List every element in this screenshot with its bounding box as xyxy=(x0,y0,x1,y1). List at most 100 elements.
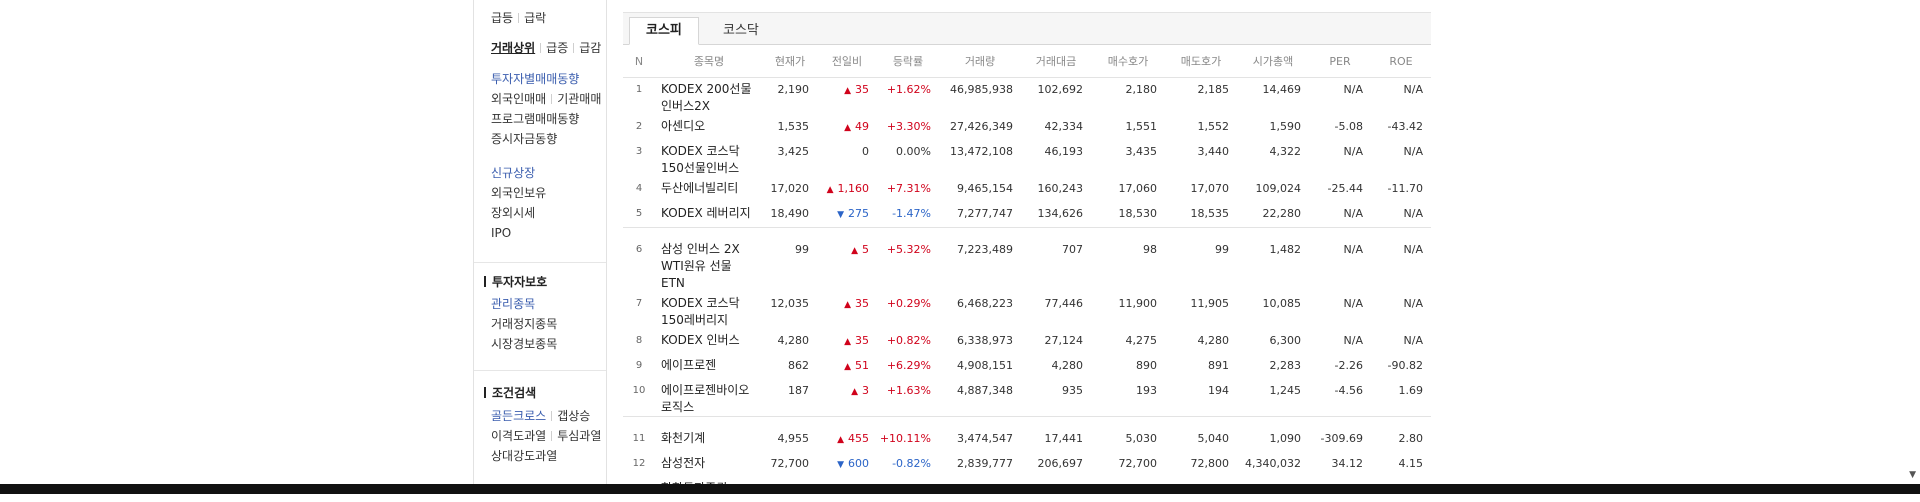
sidebar-link-otc-price[interactable]: 장외시세 xyxy=(491,203,546,223)
scroll-down-icon[interactable]: ▼ xyxy=(1909,470,1916,480)
change-cell: ▲455 xyxy=(817,417,877,453)
trade-volume: 4,887,348 xyxy=(939,379,1021,417)
market-cap: 6,300 xyxy=(1237,329,1309,354)
trade-volume: 7,223,489 xyxy=(939,228,1021,293)
per-value: N/A xyxy=(1309,78,1371,116)
header-col-per: PER xyxy=(1309,45,1371,78)
sidebar-link-market-alert[interactable]: 시장경보종목 xyxy=(491,334,557,354)
heading-bar xyxy=(484,276,486,287)
bid-price: 72,700 xyxy=(1091,452,1165,477)
change-value: 35 xyxy=(855,83,869,96)
separator xyxy=(573,43,574,53)
sidebar-link-surge[interactable]: 급등 xyxy=(491,11,513,25)
current-price: 4,955 xyxy=(763,417,817,453)
bid-price: 3,435 xyxy=(1091,140,1165,177)
sidebar-link-managed-stocks[interactable]: 관리종목 xyxy=(491,294,557,314)
sidebar-heading-investor-protection: 투자자보호 xyxy=(484,272,547,292)
sidebar-link-golden-cross[interactable]: 골든크로스 xyxy=(491,409,546,423)
sidebar-link-suspended-stocks[interactable]: 거래정지종목 xyxy=(491,314,557,334)
current-price: 1,535 xyxy=(763,115,817,140)
change-value: 49 xyxy=(855,120,869,133)
sidebar-link-plunge[interactable]: 급락 xyxy=(524,11,546,25)
change-value: 1,160 xyxy=(838,182,870,195)
row-number: 7 xyxy=(623,292,655,329)
row-number: 3 xyxy=(623,140,655,177)
stock-name-link[interactable]: 두산에너빌리티 xyxy=(655,180,757,197)
ask-price: 2,185 xyxy=(1165,78,1237,116)
sidebar-link-program-trade[interactable]: 프로그램매매동향 xyxy=(491,109,601,129)
change-value: 35 xyxy=(855,297,869,310)
sidebar-link-market-funds[interactable]: 증시자금동향 xyxy=(491,129,601,149)
bid-price: 11,900 xyxy=(1091,292,1165,329)
stock-name-link[interactable]: 화천기계 xyxy=(655,430,757,447)
stock-name-link[interactable]: KODEX 코스닥150선물인버스 xyxy=(655,143,757,177)
per-value: N/A xyxy=(1309,140,1371,177)
sidebar-link-inst-trade[interactable]: 기관매매 xyxy=(557,92,601,106)
market-cap: 1,090 xyxy=(1237,417,1309,453)
sidebar-link-volume-drop[interactable]: 급감 xyxy=(579,41,601,55)
change-rate: +0.82% xyxy=(877,329,939,354)
stock-name-link[interactable]: 아센디오 xyxy=(655,118,757,135)
change-cell: ▲49 xyxy=(817,115,877,140)
trade-volume: 27,426,349 xyxy=(939,115,1021,140)
sidebar-link-gap-up[interactable]: 갭상승 xyxy=(557,409,590,423)
ask-price: 194 xyxy=(1165,379,1237,417)
sidebar-link-new-listing[interactable]: 신규상장 xyxy=(491,163,546,183)
sidebar-link-foreign-trade[interactable]: 외국인매매 xyxy=(491,92,546,106)
sidebar-link-volume-top[interactable]: 거래상위 xyxy=(491,41,535,55)
bid-price: 2,180 xyxy=(1091,78,1165,116)
sidebar-group-condition: 골든크로스 갭상승 이격도과열 투심과열 상대강도과열 xyxy=(491,406,601,466)
ask-price: 4,280 xyxy=(1165,329,1237,354)
sidebar-group-volume: 거래상위 급증 급감 xyxy=(491,38,601,58)
sidebar-link-foreign-holding[interactable]: 외국인보유 xyxy=(491,183,546,203)
trade-amount: 160,243 xyxy=(1021,177,1091,202)
stock-name-link[interactable]: KODEX 레버리지 xyxy=(655,205,757,222)
sidebar-link-investor-trend[interactable]: 투자자별매매동향 xyxy=(491,69,601,89)
header-col-roe: ROE xyxy=(1371,45,1431,78)
stock-name-link[interactable]: 삼성전자 xyxy=(655,455,757,472)
tab-kospi[interactable]: 코스피 xyxy=(629,17,699,45)
sidebar-link-ipo[interactable]: IPO xyxy=(491,223,546,243)
sidebar-link-rsi-overheat[interactable]: 상대강도과열 xyxy=(491,446,601,466)
sidebar-row-foreign-inst: 외국인매매 기관매매 xyxy=(491,89,601,109)
sidebar-link-volume-surge[interactable]: 급증 xyxy=(546,41,568,55)
stock-name-link[interactable]: KODEX 200선물인버스2X xyxy=(655,81,757,115)
per-value: 34.12 xyxy=(1309,452,1371,477)
change-value: 275 xyxy=(848,207,869,220)
stock-name-link[interactable]: KODEX 인버스 xyxy=(655,332,757,349)
bid-price: 1,551 xyxy=(1091,115,1165,140)
sidebar-row-cross: 골든크로스 갭상승 xyxy=(491,406,601,426)
stock-name-link[interactable]: 에이프로젠 xyxy=(655,357,757,374)
header-col-cap: 시가총액 xyxy=(1237,45,1309,78)
change-rate: +1.63% xyxy=(877,379,939,417)
arrow-up-icon: ▲ xyxy=(844,362,851,372)
stock-name-link[interactable]: 삼성 인버스 2X WTI원유 선물 ETN xyxy=(655,241,757,292)
trade-volume: 2,839,777 xyxy=(939,452,1021,477)
change-rate: -1.47% xyxy=(877,202,939,228)
stock-name-cell: 아센디오 xyxy=(655,115,763,140)
row-number: 6 xyxy=(623,228,655,293)
stock-name-link[interactable]: KODEX 코스닥150레버리지 xyxy=(655,295,757,329)
header-col-ask: 매도호가 xyxy=(1165,45,1237,78)
stock-name-cell: 화천기계 xyxy=(655,417,763,453)
sidebar-link-disparity-overheat[interactable]: 이격도과열 xyxy=(491,429,546,443)
separator xyxy=(551,411,552,421)
sidebar-link-sentiment-overheat[interactable]: 투심과열 xyxy=(557,429,601,443)
change-value: 3 xyxy=(862,384,869,397)
current-price: 72,700 xyxy=(763,452,817,477)
roe-value: 1.69 xyxy=(1371,379,1431,417)
tab-kosdaq[interactable]: 코스닥 xyxy=(707,18,775,44)
stock-name-link[interactable]: 에이프로젠바이오로직스 xyxy=(655,382,757,416)
